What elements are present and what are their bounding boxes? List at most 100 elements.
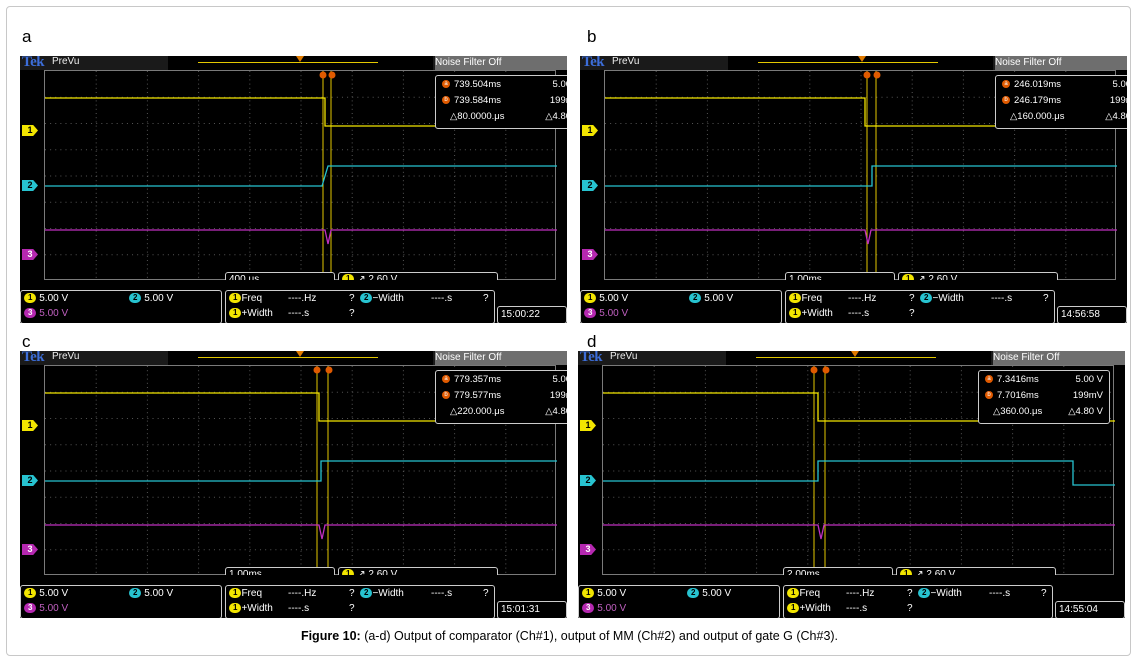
- graticule: a 739.504ms 5.00 V b 739.584ms 199mV △80.0…: [44, 70, 567, 281]
- meas-width-label: −Width: [372, 588, 404, 599]
- ch2-ground-marker[interactable]: 2: [22, 180, 38, 191]
- noise-filter-status: Noise Filter Off: [435, 56, 567, 70]
- cursor-b-icon: b: [985, 391, 993, 400]
- ch3-ground-marker[interactable]: 3: [580, 544, 596, 555]
- cursor-readout: a 739.504ms 5.00 V b 739.584ms 199mV △80.0…: [435, 75, 567, 129]
- measurements-box[interactable]: 1 Freq ----.Hz ? 2 −Width ----.s ? 1 +Width…: [225, 290, 495, 323]
- trigger-level: 2.60 V: [926, 569, 955, 580]
- meas1-badge: 1: [229, 293, 242, 304]
- ch1-badge: 1: [582, 588, 595, 599]
- cursor-delta-volt: △4.80 V: [545, 406, 567, 417]
- cursor-delta-time: △360.00.μs: [993, 406, 1043, 417]
- cursor-b-volt: 199mV: [1072, 390, 1103, 401]
- rising-edge-icon: ↗: [917, 274, 925, 285]
- meas-width-value: ----.s: [991, 293, 1013, 304]
- channel-scales[interactable]: 1 5.00 V 2 5.00 V 3 5.00 V: [580, 290, 782, 323]
- meas2-badge: 2: [918, 588, 931, 599]
- status-bar: 1 5.00 V 2 5.00 V 3 5.00 V 1 Freq ----.Hz…: [580, 280, 1127, 323]
- ch1-ground-marker[interactable]: 1: [580, 420, 596, 431]
- cursor-b-volt: 199mV: [549, 390, 567, 401]
- meas-pwidth-q: ?: [909, 308, 915, 319]
- ch2-badge: 2: [689, 293, 702, 304]
- cursor-b-icon: b: [442, 391, 450, 400]
- record-view-bar: [726, 351, 991, 365]
- status-bar: 1 5.00 V 2 5.00 V 3 5.00 V 1 Freq ----.Hz…: [578, 575, 1125, 618]
- ch2-trace: [603, 460, 1115, 486]
- meas-width-q: ?: [1041, 588, 1047, 599]
- meas1-badge: 1: [787, 588, 800, 599]
- record-view-bar: [168, 351, 433, 365]
- ch2-ground-marker[interactable]: 2: [22, 475, 38, 486]
- cursor-a-time: 7.3416ms: [997, 374, 1039, 385]
- ch1-badge: 1: [24, 588, 37, 599]
- meas-pwidth-label: +Width: [799, 603, 831, 614]
- ch2-ground-marker[interactable]: 2: [580, 475, 596, 486]
- ch1-ground-marker[interactable]: 1: [22, 420, 38, 431]
- clock: 14:56:58: [1061, 309, 1100, 320]
- meas2-badge: 2: [920, 293, 933, 304]
- cursor-1-marker-icon: [863, 71, 871, 79]
- timebase-label: 2.00ms: [787, 569, 820, 580]
- meas-width-label: −Width: [932, 293, 964, 304]
- channel-scales[interactable]: 1 5.00 V 2 5.00 V 3 5.00 V: [20, 290, 222, 323]
- meas-width-q: ?: [1043, 293, 1049, 304]
- ch1-badge: 1: [24, 293, 37, 304]
- graticule: a 779.357ms 5.00 V b 779.577ms 199mV △220.…: [44, 365, 567, 576]
- meas-pwidth-value: ----.s: [288, 308, 310, 319]
- ch2-trace: [45, 460, 557, 482]
- cursor-2-marker-icon: [325, 366, 333, 374]
- ch1-ground-marker[interactable]: 1: [22, 125, 38, 136]
- meas-freq-q: ?: [907, 588, 913, 599]
- ch3-trace: [45, 229, 557, 245]
- ch2-ground-marker[interactable]: 2: [582, 180, 598, 191]
- channel-scales[interactable]: 1 5.00 V 2 5.00 V 3 5.00 V: [20, 585, 222, 618]
- cursor-b-time: 779.577ms: [454, 390, 502, 401]
- brand-logo: Tek: [22, 56, 45, 70]
- ch3-scale: 5.00 V: [39, 603, 69, 614]
- cursor-readout: a 246.019ms 5.00 V b 246.179ms 199mV △160.…: [995, 75, 1127, 129]
- meas-pwidth-label: +Width: [241, 308, 273, 319]
- meas-freq-value: ----.Hz: [846, 588, 875, 599]
- scope-screen-b: Tek PreVu Noise Filter Off a 246.019ms 5.…: [580, 56, 1127, 323]
- measurements-box[interactable]: 1 Freq ----.Hz ? 2 −Width ----.s ? 1 +Width…: [225, 585, 495, 618]
- record-span-line: [758, 62, 938, 63]
- ch2-scale: 5.00 V: [702, 588, 732, 599]
- cursor-b-icon: b: [442, 96, 450, 105]
- acq-mode: PreVu: [52, 56, 80, 67]
- measurements-box[interactable]: 1 Freq ----.Hz ? 2 −Width ----.s ? 1 +Width…: [783, 585, 1053, 618]
- cursor-b-volt: 199mV: [549, 95, 567, 106]
- ch1-trace: [605, 97, 1117, 127]
- noise-filter-status: Noise Filter Off: [995, 56, 1127, 70]
- ch3-ground-marker[interactable]: 3: [22, 249, 38, 260]
- ch3-ground-marker[interactable]: 3: [22, 544, 38, 555]
- meas3-badge: 1: [789, 308, 802, 319]
- record-view-bar: [728, 56, 993, 70]
- ch1-scale: 5.00 V: [39, 293, 69, 304]
- meas-freq-label: Freq: [241, 293, 263, 304]
- scope-topbar: Tek PreVu Noise Filter Off: [578, 351, 1125, 365]
- channel-scales[interactable]: 1 5.00 V 2 5.00 V 3 5.00 V: [578, 585, 780, 618]
- trigger-level: 2.60 V: [368, 569, 397, 580]
- clock: 15:01:31: [501, 604, 540, 615]
- ch2-badge: 2: [129, 588, 142, 599]
- meas-pwidth-value: ----.s: [288, 603, 310, 614]
- cursor-b-volt: 199mV: [1109, 95, 1127, 106]
- meas-pwidth-q: ?: [349, 308, 355, 319]
- meas-pwidth-value: ----.s: [846, 603, 868, 614]
- caption-label: Figure 10:: [300, 629, 361, 643]
- trigger-position-icon: [296, 56, 304, 62]
- ch1-ground-marker[interactable]: 1: [582, 125, 598, 136]
- measurements-box[interactable]: 1 Freq ----.Hz ? 2 −Width ----.s ? 1 +Width…: [785, 290, 1055, 323]
- scope-topbar: Tek PreVu Noise Filter Off: [20, 351, 567, 365]
- ch3-badge: 3: [24, 308, 37, 319]
- graticule: a 7.3416ms 5.00 V b 7.7016ms 199mV △360.00…: [602, 365, 1115, 576]
- meas2-badge: 2: [360, 588, 373, 599]
- meas-freq-q: ?: [909, 293, 915, 304]
- trigger-level: 2.60 V: [928, 274, 957, 285]
- cursor-delta-time: △220.000.μs: [450, 406, 505, 417]
- meas-freq-q: ?: [349, 293, 355, 304]
- cursor-readout: a 7.3416ms 5.00 V b 7.7016ms 199mV △360.00…: [978, 370, 1110, 424]
- cursor-b-time: 7.7016ms: [997, 390, 1039, 401]
- cursor-2-marker-icon: [328, 71, 336, 79]
- ch3-ground-marker[interactable]: 3: [582, 249, 598, 260]
